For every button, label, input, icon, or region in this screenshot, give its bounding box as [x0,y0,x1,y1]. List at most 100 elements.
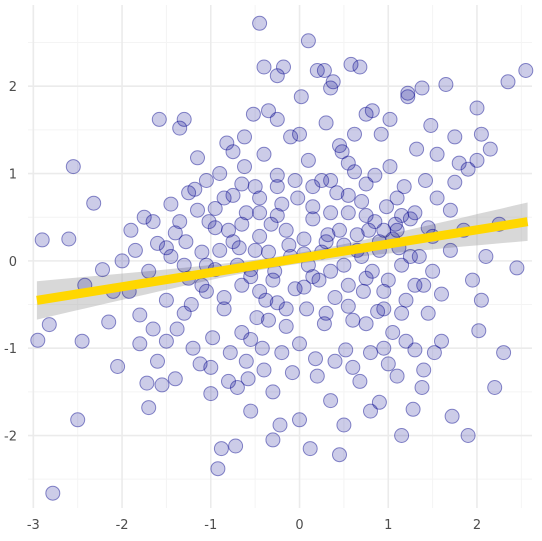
data-point [382,159,398,175]
data-point [414,80,430,96]
data-point [269,208,285,223]
data-point [343,56,359,72]
data-point [181,185,197,201]
data-point [329,185,345,201]
data-point [416,277,432,293]
x-tick-label: 0 [295,518,303,533]
data-point [172,214,188,230]
data-point [203,359,219,375]
data-point [249,310,265,326]
data-point [41,317,57,333]
data-point [382,111,398,127]
data-point [225,234,241,250]
data-point [45,485,61,501]
x-tick-label: 2 [473,518,481,533]
data-point [190,150,205,166]
data-point [354,194,370,209]
data-point [496,345,512,361]
data-point [478,249,494,264]
data-point [269,68,285,84]
data-point [358,176,374,192]
data-point [300,33,316,49]
data-point [261,312,276,328]
data-point [451,155,467,171]
data-point [274,196,290,212]
data-point [423,118,439,133]
data-point [269,167,285,183]
data-point [347,164,362,180]
data-point [363,403,378,419]
data-point [228,438,244,454]
data-point [158,333,174,349]
data-point [487,380,503,395]
data-point [194,244,210,260]
data-point [420,305,436,321]
data-point [389,368,405,384]
data-point [258,292,274,308]
data-point [405,401,421,417]
data-point [205,330,221,346]
data-point [272,417,288,433]
data-point [229,380,245,395]
data-point [398,333,414,349]
data-point [30,332,46,348]
data-point [444,408,460,424]
data-point [323,80,339,96]
data-point [256,59,272,75]
data-point [221,222,236,238]
data-point [302,441,318,457]
data-point [139,375,155,391]
data-point [247,179,263,195]
data-point [187,181,203,197]
data-point [237,129,252,145]
data-point [336,417,352,433]
data-point [471,323,487,339]
data-point [442,202,458,218]
data-point [509,260,525,276]
data-point [300,152,316,168]
data-point [340,205,356,221]
data-point [500,74,516,90]
data-point [238,205,254,221]
data-point [318,234,334,250]
data-point [198,173,214,188]
data-point [245,106,261,122]
data-point [221,373,236,389]
data-point [234,216,250,232]
data-point [358,208,374,223]
data-point [263,216,279,232]
data-point [358,106,374,122]
data-point [465,272,480,288]
data-point [473,292,489,308]
y-axis-tick-labels: -2 -1 0 1 2 [4,80,17,444]
data-point [389,190,405,206]
data-point [309,368,325,384]
data-point [252,283,268,299]
data-point [414,380,430,395]
data-point [61,231,77,247]
data-point [345,359,361,375]
data-point [518,63,534,78]
data-point [238,353,254,369]
data-point [252,205,268,221]
data-point [172,120,188,136]
data-point [425,263,441,279]
data-point [212,242,228,258]
data-point [325,74,341,90]
data-point [256,362,272,378]
data-point [318,305,334,321]
data-point [473,126,489,142]
data-point [240,371,256,387]
data-point [110,359,126,374]
data-point [332,222,347,238]
data-point [203,386,219,402]
data-point [293,89,309,105]
y-tick-label: 0 [9,255,17,270]
x-axis-tick-labels: -3 -2 -1 0 1 2 [27,518,481,533]
data-point [367,214,383,230]
data-point [340,277,356,293]
y-tick-label: -1 [4,342,17,357]
data-point [283,129,299,145]
data-point [198,283,214,299]
data-point [269,179,285,195]
